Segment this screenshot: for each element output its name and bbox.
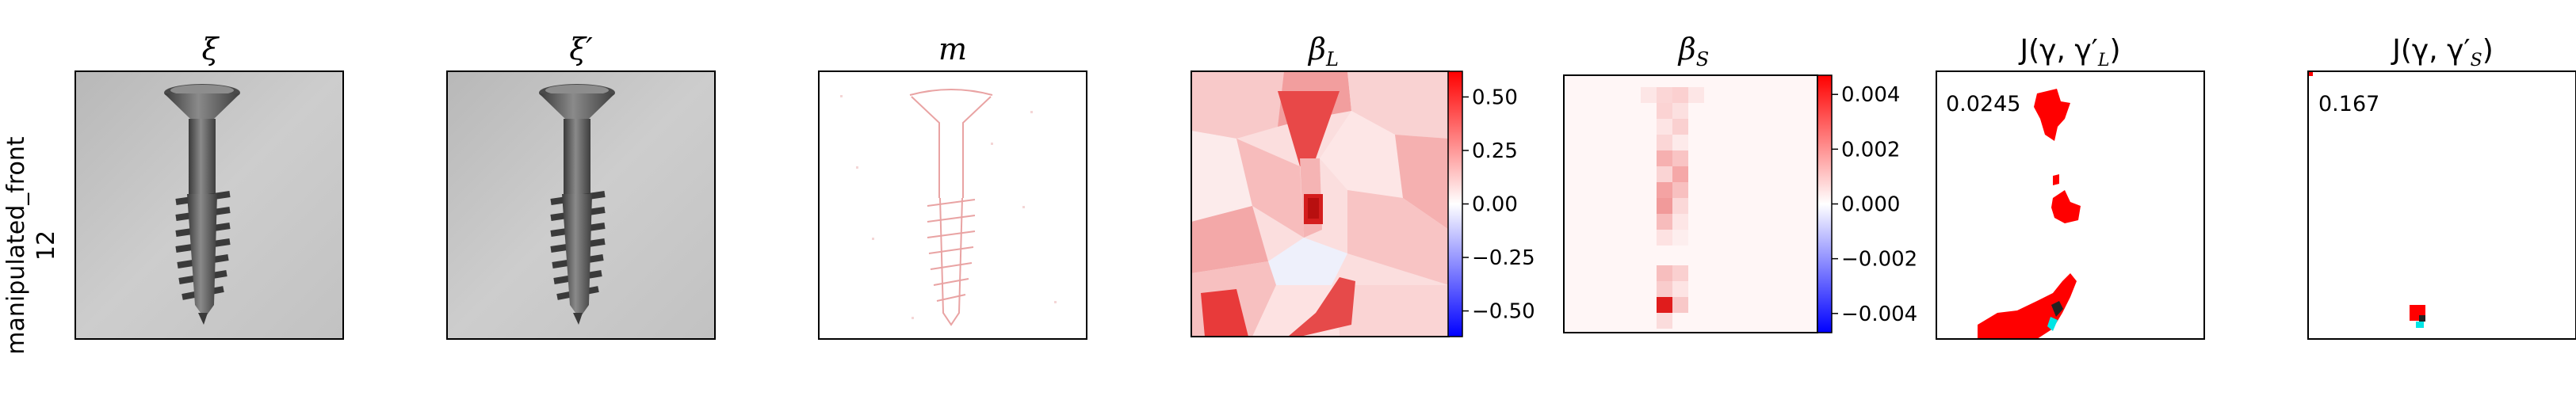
frame-m xyxy=(818,70,1087,340)
j-s-score: 0.167 xyxy=(2318,92,2379,116)
panel-title-beta-l: βL xyxy=(1307,32,1339,70)
colorbar-tick-label: −0.002 xyxy=(1841,248,1917,272)
colorbar-tick-label: 0.50 xyxy=(1472,86,1518,109)
frame-j-s xyxy=(2307,70,2576,340)
j-l-score: 0.0245 xyxy=(1946,92,2020,116)
panel-title-j-s: J(γ, γ′S) xyxy=(2391,34,2493,70)
colorbar-beta-s: 0.004 0.002 0.000 −0.002 −0.004 xyxy=(1817,74,1917,333)
j-l-regions xyxy=(1978,89,2081,339)
panel-beta-s: βS xyxy=(1563,32,1917,333)
row-label-line2: 12 xyxy=(32,230,60,261)
screw-image-xi-prime xyxy=(539,84,615,325)
m-speckle xyxy=(840,95,1057,319)
colorbar-tick-label: −0.50 xyxy=(1472,300,1535,324)
panel-m: m xyxy=(818,32,1087,340)
beta-l-superpixel-map xyxy=(1191,71,1449,337)
row-label-line1: manipulated_front xyxy=(2,136,30,355)
frame-j-l xyxy=(1936,70,2205,340)
panel-beta-l: βL 0.50 0.25 0.00 −0.25 −0.50 xyxy=(1191,32,1535,337)
colorbar-tick-label: 0.00 xyxy=(1472,193,1518,217)
frame-xi xyxy=(75,70,344,340)
colorbar-beta-l: 0.50 0.25 0.00 −0.25 −0.50 xyxy=(1447,70,1535,337)
panel-xi: ξ xyxy=(75,32,344,340)
row-label: manipulated_front 12 xyxy=(2,136,60,355)
colorbar-tick-label: −0.004 xyxy=(1841,303,1917,326)
panel-title-xi-prime: ξ′ xyxy=(569,32,593,67)
beta-s-patch-map xyxy=(1564,75,1817,333)
panel-j-s: J(γ, γ′S) 0.167 xyxy=(2307,34,2576,340)
panel-title-beta-s: βS xyxy=(1677,32,1709,70)
panel-title-j-l: J(γ, γ′L) xyxy=(2019,34,2121,70)
panel-title-xi: ξ xyxy=(202,32,220,67)
m-screw-outline xyxy=(909,89,993,326)
colorbar-beta-s-ticks: 0.004 0.002 0.000 −0.002 −0.004 xyxy=(1832,83,1917,326)
colorbar-tick-label: −0.25 xyxy=(1472,246,1535,270)
colorbar-beta-l-ticks: 0.50 0.25 0.00 −0.25 −0.50 xyxy=(1462,86,1535,324)
colorbar-tick-label: 0.000 xyxy=(1841,193,1900,217)
panel-title-m: m xyxy=(938,32,967,67)
colorbar-tick-label: 0.002 xyxy=(1841,138,1900,162)
j-s-regions xyxy=(2308,71,2425,328)
panel-xi-prime: ξ′ xyxy=(446,32,716,340)
colorbar-tick-label: 0.004 xyxy=(1841,83,1900,107)
screw-image-xi xyxy=(164,84,240,325)
frame-xi-prime xyxy=(446,70,716,340)
panel-j-l: J(γ, γ′L) 0.0245 xyxy=(1936,34,2205,340)
colorbar-tick-label: 0.25 xyxy=(1472,139,1518,163)
